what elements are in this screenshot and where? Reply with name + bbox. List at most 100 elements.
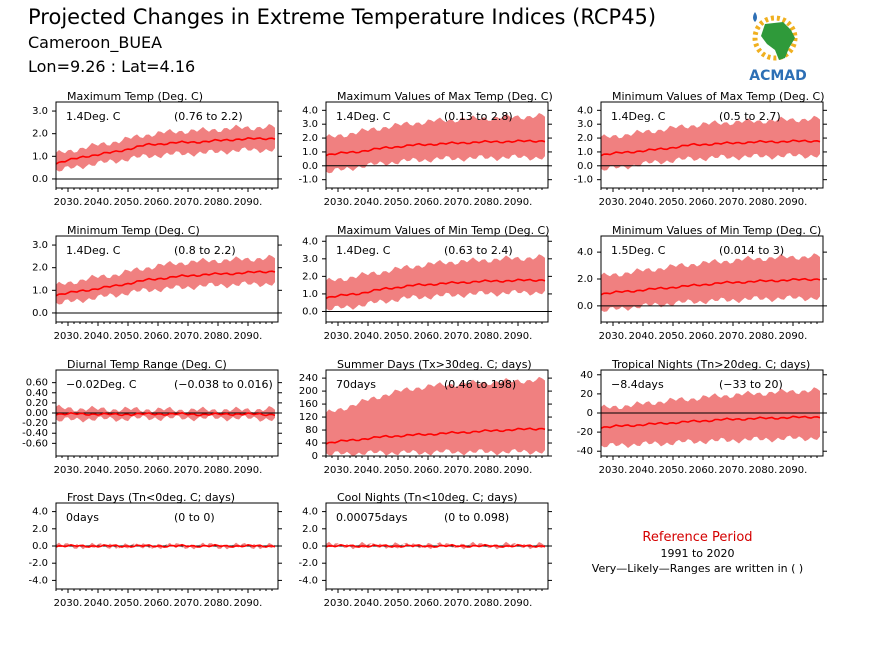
plot-frame [325, 235, 549, 323]
median-line [600, 277, 821, 296]
panel-title: Tropical Nights (Tn>20deg. C; days) [611, 358, 812, 371]
panel-title: Maximum Values of Max Temp (Deg. C) [336, 90, 554, 103]
likely-range-band [326, 541, 545, 550]
likely-range-label: (0.63 to 2.4) [444, 244, 513, 257]
x-tick-label: 2080. [474, 331, 503, 342]
x-tick-label: 2040. [84, 197, 113, 208]
median-line [325, 139, 546, 157]
y-tick-label: 80 [305, 425, 318, 436]
x-tick-label: 2090. [504, 331, 533, 342]
plot-frame [600, 101, 824, 189]
page-title: Projected Changes in Extreme Temperature… [28, 5, 657, 29]
x-tick-label: 2050. [114, 465, 143, 476]
chart-svg: 0.0 1.0 2.0 3.0 4.0 2030. 2040. 2050. 2060. 2070.… [302, 235, 552, 342]
panel-title: Frost Days (Tn<0deg. C; days) [66, 491, 237, 504]
chart-svg: -0.60-0.40-0.200.000.200.400.60 2030. 2040… [22, 369, 282, 476]
likely-range-label: (0.13 to 2.8) [444, 110, 513, 123]
panel-diurnal-temp-range: Diurnal Temp Range (Deg. C) -0.60 -0.40 -0.… [0, 358, 290, 488]
x-tick-label: 2070. [444, 465, 473, 476]
x-tick-label: 2030. [324, 197, 353, 208]
x-tick-label: 2060. [144, 598, 173, 609]
x-tick-label: 2030. [54, 598, 83, 609]
projected-change-value: 70days [336, 378, 376, 391]
reference-period-note: Reference Period 1991 to 2020 Very—Likel… [590, 530, 805, 575]
median-line [55, 543, 276, 548]
chart-svg: 0.0 1.0 2.0 3.0 2030. 2040. 2050. 2060. 2070. 208… [32, 101, 282, 208]
x-tick-label: 2040. [84, 598, 113, 609]
y-tick-label: 0 [312, 451, 318, 462]
x-tick-label: 2030. [324, 331, 353, 342]
x-tick-label: 2030. [599, 331, 628, 342]
panel-maximum-values-of-min-temp: Maximum Values of Min Temp (Deg. C) 0.0 1.… [270, 224, 560, 354]
panel-title: Diurnal Temp Range (Deg. C) [66, 358, 228, 371]
y-tick-label: 20 [580, 389, 593, 400]
coordinates-label: Lon=9.26 : Lat=4.16 [28, 57, 196, 76]
x-tick-label: 2090. [779, 465, 808, 476]
chart-svg: 0 40 80 120 160 200 240 2030. 2040. 2050. 2060. 207… [299, 369, 552, 476]
y-tick-label: 0.60 [26, 378, 48, 389]
median-line [600, 415, 821, 430]
chart-svg: -4.0 -2.0 0.0 2.0 4.0 2030. 2040. 2050. 2060. 207… [28, 502, 282, 609]
likely-range-label: (0.8 to 2.2) [174, 244, 236, 257]
y-tick-label: 4.0 [577, 105, 593, 116]
x-tick-label: 2070. [444, 598, 473, 609]
median-line [55, 411, 276, 417]
projected-change-value: −8.4days [611, 378, 664, 391]
panel-minimum-values-of-max-temp: Minimum Values of Max Temp (Deg. C) -1.0 0… [545, 90, 835, 220]
median-line [55, 136, 276, 165]
plot-frame [55, 235, 279, 323]
x-tick-label: 2040. [354, 465, 383, 476]
likely-range-label: (−33 to 20) [719, 378, 783, 391]
likely-range-label: (0.46 to 198) [444, 378, 517, 391]
projected-change-value: 1.4Deg. C [66, 110, 121, 123]
panel-title: Maximum Values of Min Temp (Deg. C) [336, 224, 551, 237]
x-tick-label: 2060. [689, 465, 718, 476]
x-tick-label: 2080. [749, 331, 778, 342]
x-tick-label: 2090. [504, 598, 533, 609]
y-tick-label: 3.0 [302, 254, 318, 265]
y-tick-label: 0.0 [577, 161, 593, 172]
x-tick-label: 2080. [474, 465, 503, 476]
y-tick-label: 4.0 [302, 236, 318, 247]
x-tick-label: 2060. [414, 331, 443, 342]
y-tick-label: 1.0 [32, 285, 48, 296]
x-tick-label: 2040. [629, 197, 658, 208]
y-tick-label: -1.0 [298, 175, 318, 186]
x-tick-label: 2040. [629, 331, 658, 342]
panel-title: Summer Days (Tx>30deg. C; days) [336, 358, 533, 371]
x-tick-label: 2070. [444, 197, 473, 208]
y-tick-label: 1.0 [302, 289, 318, 300]
x-tick-label: 2070. [719, 465, 748, 476]
x-tick-label: 2050. [659, 197, 688, 208]
x-tick-label: 2040. [84, 331, 113, 342]
x-tick-label: 2030. [54, 331, 83, 342]
median-line [600, 139, 821, 157]
y-tick-label: 2.0 [577, 133, 593, 144]
x-tick-label: 2070. [719, 331, 748, 342]
panel-summer-days: Summer Days (Tx>30deg. C; days) 0 40 80 120 1… [270, 358, 560, 488]
projected-change-value: 0.00075days [336, 511, 408, 524]
y-tick-label: -0.20 [22, 418, 48, 429]
panel-maximum-values-of-max-temp: Maximum Values of Max Temp (Deg. C) -1.0 0… [270, 90, 560, 220]
x-tick-label: 2090. [504, 465, 533, 476]
x-tick-label: 2050. [114, 331, 143, 342]
x-tick-label: 2050. [659, 465, 688, 476]
x-tick-label: 2040. [354, 197, 383, 208]
water-drop-icon [753, 12, 757, 22]
y-tick-label: 2.0 [32, 129, 48, 140]
median-line [325, 543, 546, 548]
y-tick-label: 0.0 [32, 541, 48, 552]
x-tick-label: 2080. [204, 197, 233, 208]
median-line [325, 278, 546, 300]
panel-tropical-nights: Tropical Nights (Tn>20deg. C; days) -40 -2… [545, 358, 835, 488]
projected-change-value: 1.4Deg. C [336, 244, 391, 257]
x-tick-label: 2070. [174, 197, 203, 208]
y-tick-label: 240 [299, 373, 318, 384]
plot-frame [325, 101, 549, 189]
x-tick-label: 2050. [384, 598, 413, 609]
y-tick-label: 0.0 [32, 174, 48, 185]
y-tick-label: 3.0 [32, 240, 48, 251]
x-tick-label: 2030. [599, 465, 628, 476]
y-tick-label: 160 [299, 399, 318, 410]
projected-change-value: 1.4Deg. C [66, 244, 121, 257]
